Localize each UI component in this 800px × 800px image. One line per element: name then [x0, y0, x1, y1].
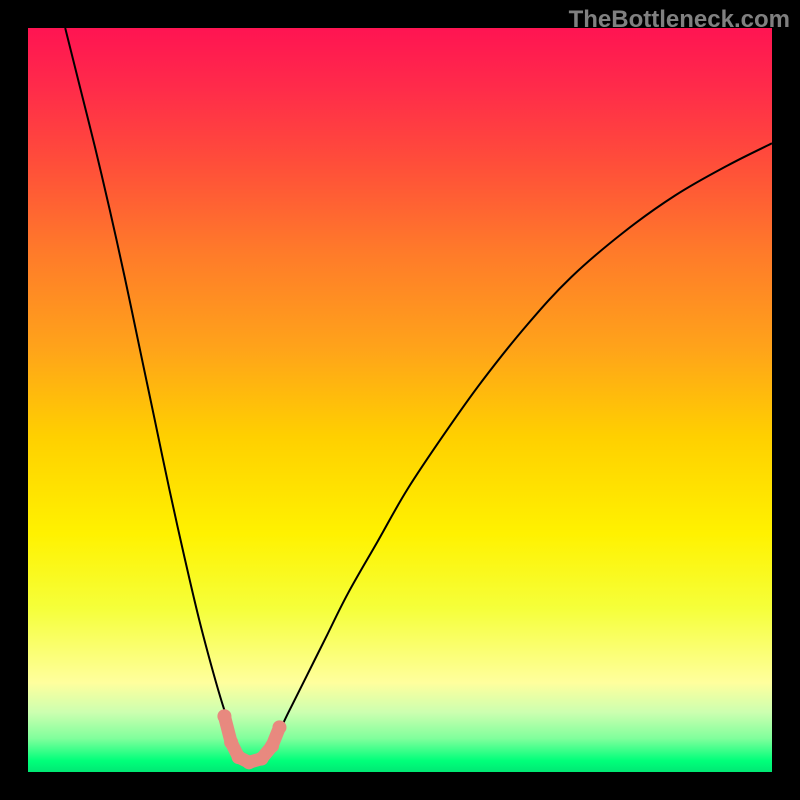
highlight-marker-dot	[242, 755, 256, 769]
bottleneck-curve	[65, 28, 772, 763]
highlight-marker-path	[224, 716, 279, 762]
highlight-marker-dot	[224, 735, 238, 749]
plot-area	[28, 28, 772, 772]
highlight-marker-dot	[217, 709, 231, 723]
watermark-text: TheBottleneck.com	[569, 6, 790, 34]
gradient-background	[28, 28, 772, 772]
chart-svg	[28, 28, 772, 772]
highlight-marker-dot	[255, 752, 269, 766]
highlight-marker-dot	[272, 720, 286, 734]
highlight-marker-dot	[232, 750, 246, 764]
highlight-marker-dot	[265, 739, 279, 753]
bottleneck-chart: TheBottleneck.com	[0, 0, 800, 800]
